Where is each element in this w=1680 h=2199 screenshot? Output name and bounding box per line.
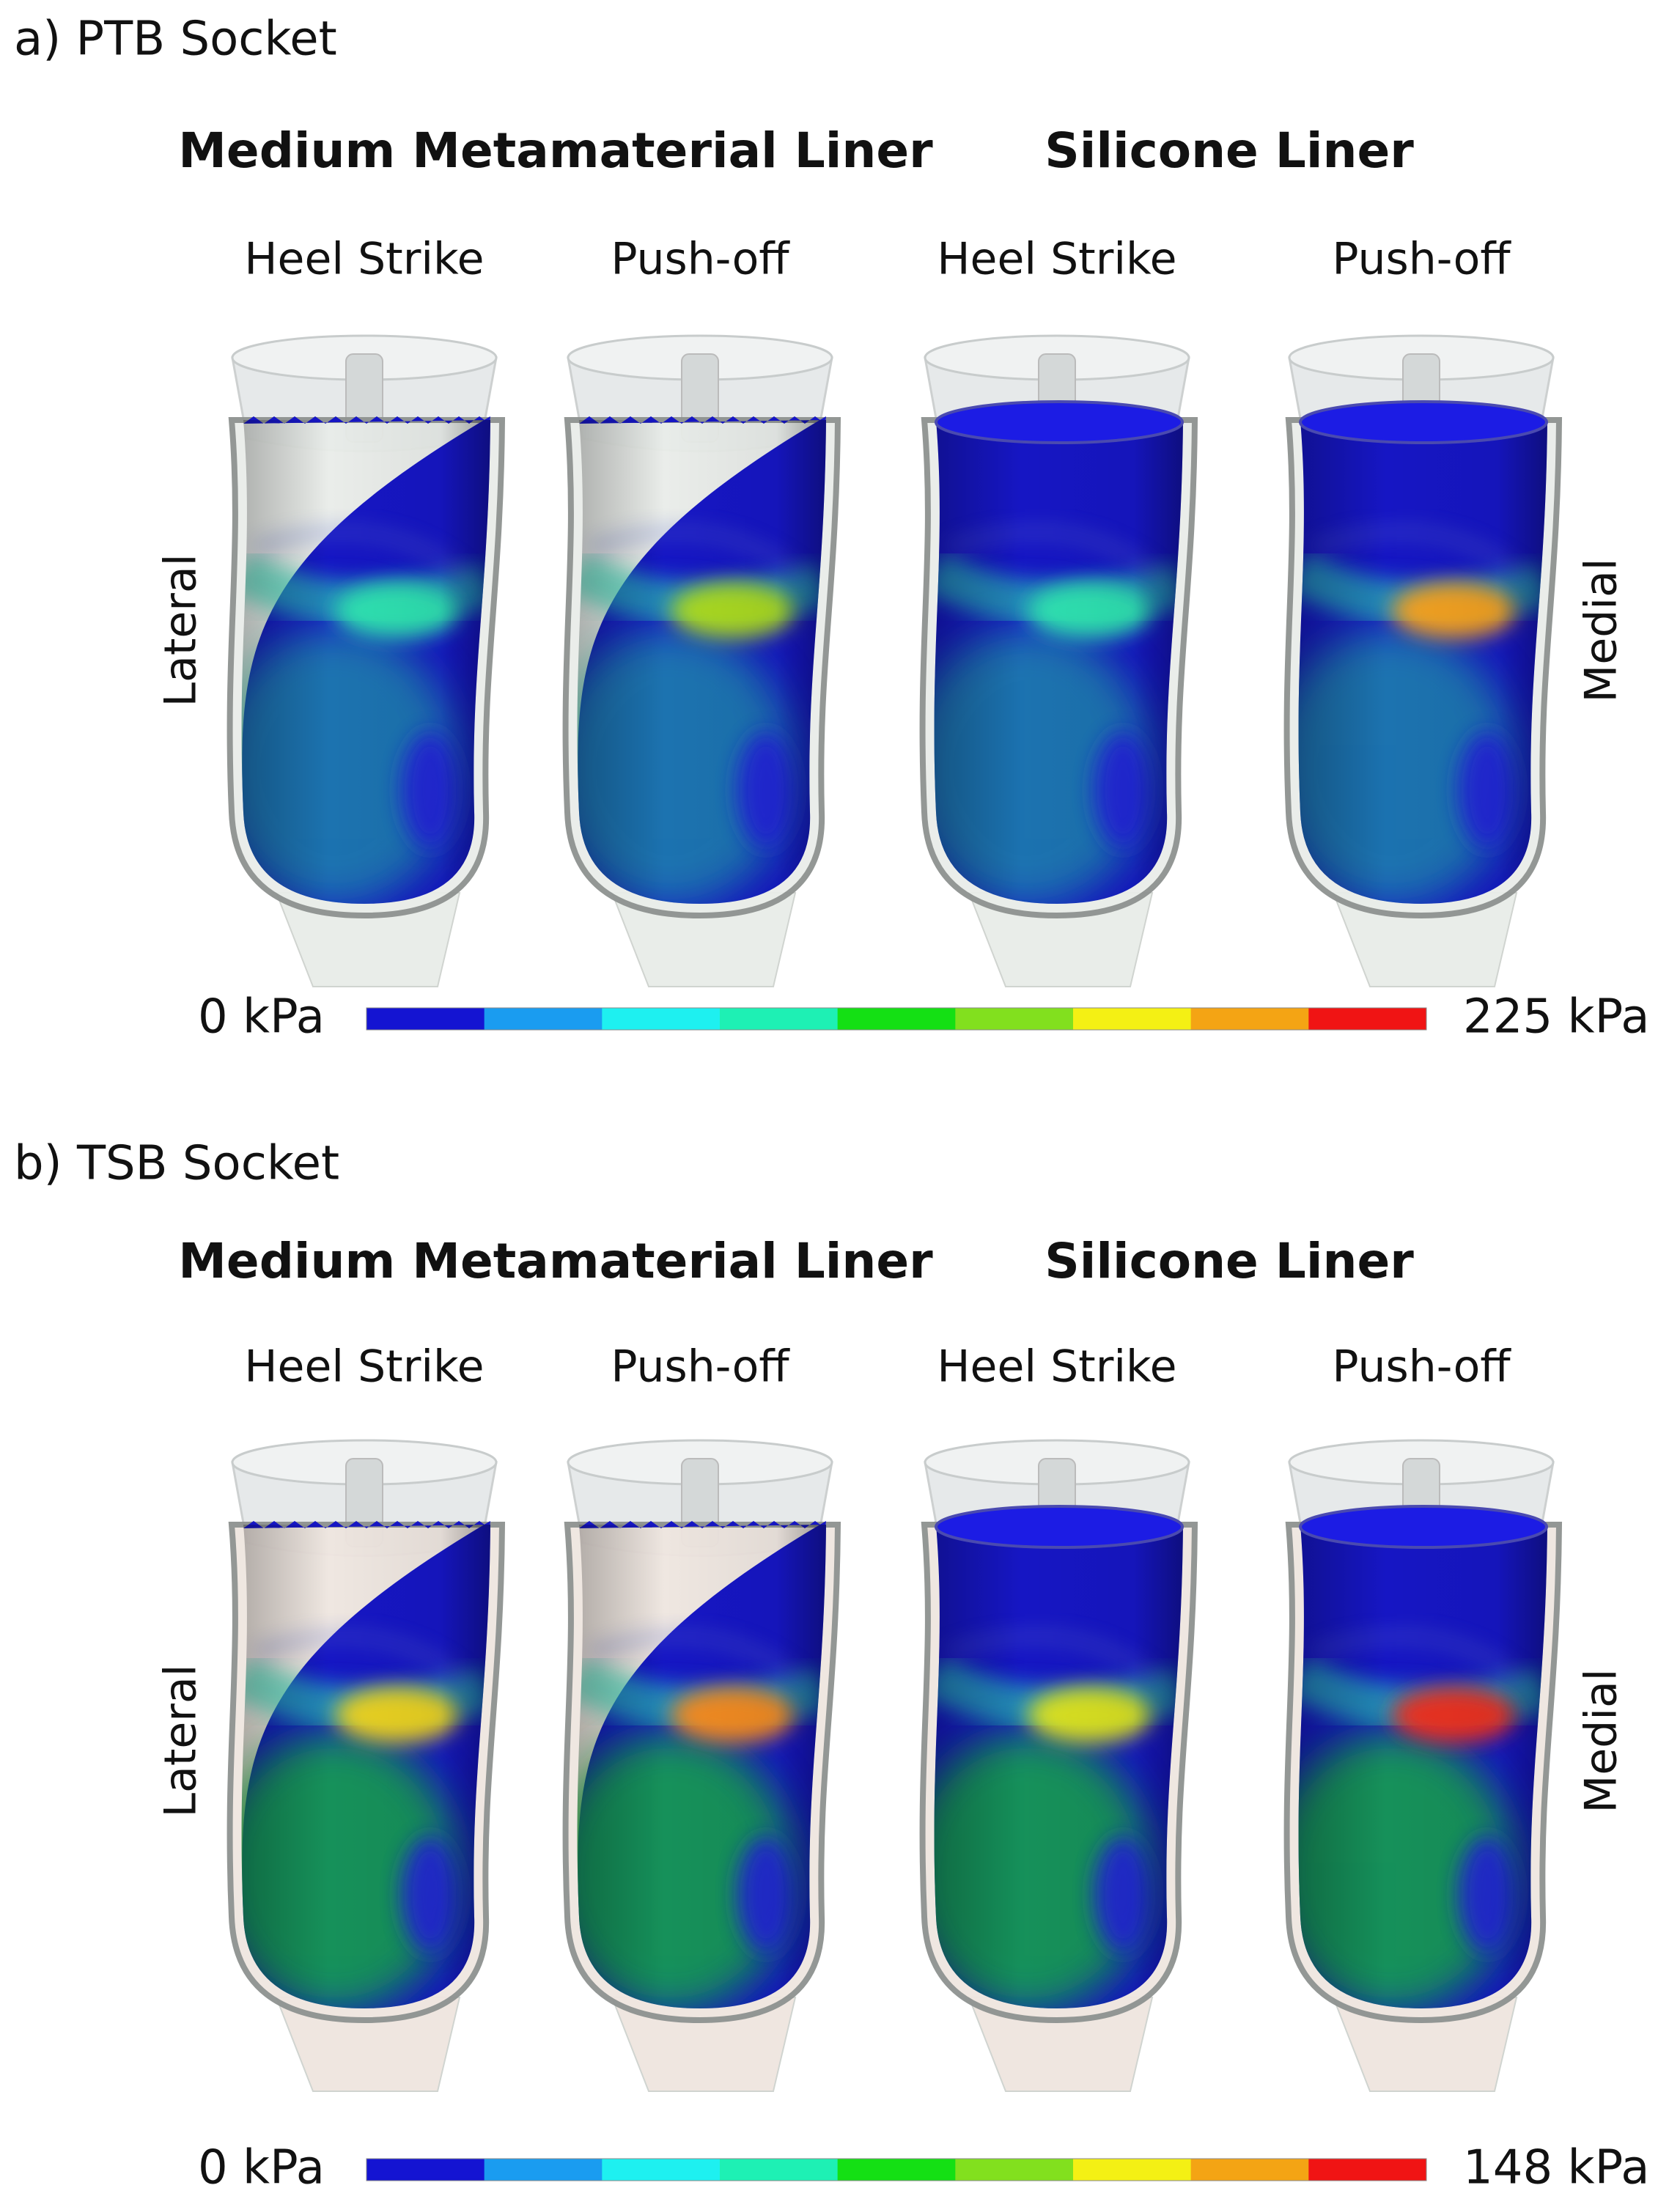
panel-label: b) TSB Socket xyxy=(14,1137,339,1191)
column-label: Heel Strike xyxy=(937,234,1176,285)
liner-shade xyxy=(241,420,490,904)
colorbar-segment xyxy=(484,2159,603,2181)
colorbar-segment xyxy=(484,1008,603,1030)
socket-render xyxy=(919,334,1198,987)
colorbar-frame xyxy=(366,2158,1427,2181)
group-title: Medium Metamaterial Liner xyxy=(178,1233,933,1289)
colorbar-segment xyxy=(1190,1008,1309,1030)
socket-render xyxy=(1283,1439,1563,2092)
colorbar-segment xyxy=(955,1008,1074,1030)
colorbar-segment xyxy=(602,1008,721,1030)
liner-shade xyxy=(577,1525,826,2008)
socket-render xyxy=(919,1439,1198,2092)
socket-render xyxy=(562,1439,841,2092)
column-label: Push-off xyxy=(611,234,790,285)
liner-shade xyxy=(934,420,1183,904)
column-label: Heel Strike xyxy=(244,1341,484,1393)
group-title: Silicone Liner xyxy=(1045,122,1414,179)
colorbar-frame xyxy=(366,1007,1427,1031)
colorbar-segment xyxy=(955,2159,1074,2181)
colorbar-max-label: 225 kPa xyxy=(1463,990,1650,1045)
colorbar-segment xyxy=(366,2159,485,2181)
column-label: Heel Strike xyxy=(937,1341,1176,1393)
side-label: Medial xyxy=(1576,559,1627,703)
column-label: Push-off xyxy=(611,1341,790,1393)
group-title: Silicone Liner xyxy=(1045,1233,1414,1289)
liner-shade xyxy=(241,1525,490,2008)
colorbar-segment xyxy=(602,2159,721,2181)
column-label: Push-off xyxy=(1332,234,1511,285)
panel-label: a) PTB Socket xyxy=(14,12,337,67)
side-label: Lateral xyxy=(155,554,207,707)
socket-render xyxy=(226,334,506,987)
colorbar-segment xyxy=(1308,2159,1427,2181)
colorbar-segment xyxy=(1073,1008,1192,1030)
side-label: Lateral xyxy=(155,1665,207,1818)
side-label: Medial xyxy=(1576,1669,1627,1813)
colorbar-segment xyxy=(837,1008,956,1030)
liner-rim xyxy=(935,1505,1184,1549)
socket-render xyxy=(226,1439,506,2092)
liner-rim xyxy=(1299,1505,1548,1549)
column-label: Heel Strike xyxy=(244,234,484,285)
colorbar-segment xyxy=(837,2159,956,2181)
group-title: Medium Metamaterial Liner xyxy=(178,122,933,179)
colorbar-segment xyxy=(366,1008,485,1030)
socket-render xyxy=(562,334,841,987)
colorbar-segment xyxy=(1190,2159,1309,2181)
colorbar-min-label: 0 kPa xyxy=(198,990,325,1045)
liner-shade xyxy=(577,420,826,904)
liner-rim xyxy=(935,400,1184,444)
colorbar-segment xyxy=(1073,2159,1192,2181)
colorbar-segment xyxy=(720,2159,839,2181)
colorbar-segment xyxy=(720,1008,839,1030)
liner-shade xyxy=(1298,1525,1547,2008)
column-label: Push-off xyxy=(1332,1341,1511,1393)
colorbar-max-label: 148 kPa xyxy=(1463,2141,1650,2195)
colorbar-segment xyxy=(1308,1008,1427,1030)
socket-render xyxy=(1283,334,1563,987)
colorbar-min-label: 0 kPa xyxy=(198,2141,325,2195)
liner-shade xyxy=(1298,420,1547,904)
liner-shade xyxy=(934,1525,1183,2008)
liner-rim xyxy=(1299,400,1548,444)
